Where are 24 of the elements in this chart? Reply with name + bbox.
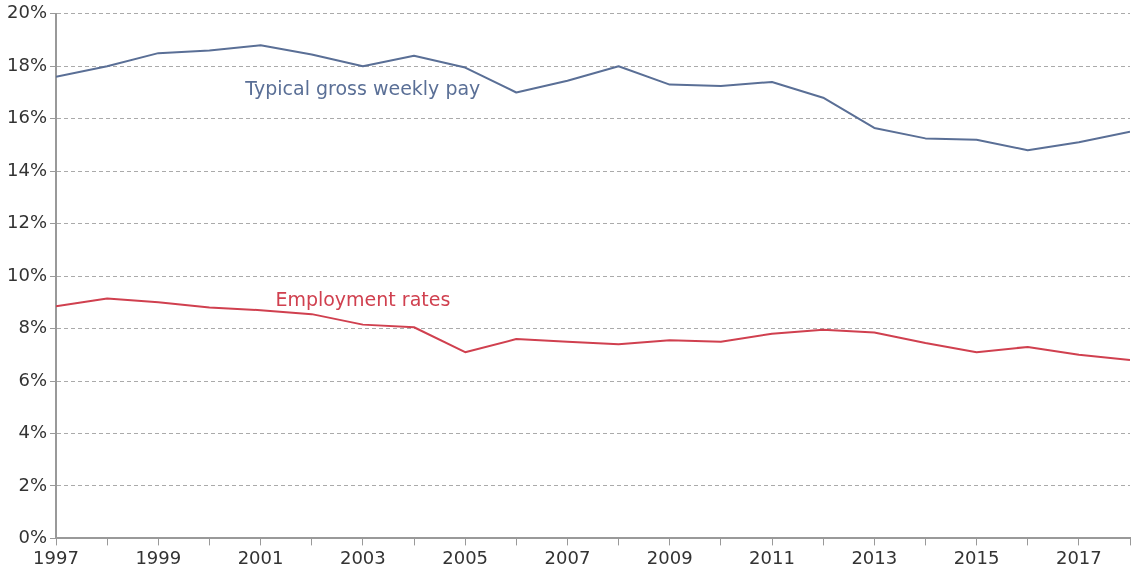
x-tick-label: 2001 [237,546,284,568]
series-label: Typical gross weekly pay [244,76,481,99]
y-tick-label: 12% [6,211,48,233]
y-tick-label: 0% [18,526,48,548]
x-tick-label: 1999 [135,546,182,568]
y-tick-label: 18% [6,53,48,75]
x-tick-label: 2011 [749,546,795,568]
y-tick-label: 8% [18,316,48,338]
y-tick-label: 20% [6,1,48,23]
x-tick-label: 2017 [1055,546,1102,568]
y-tick-label: 2% [18,473,48,495]
y-tick-label: 14% [6,158,48,180]
x-tick-label: 1997 [33,546,79,568]
series-label: Employment rates [275,288,451,311]
x-tick-label: 2005 [442,546,489,568]
x-tick-label: 2003 [339,546,386,568]
y-tick-label: 6% [18,368,48,390]
x-tick-label: 2015 [953,546,1000,568]
y-tick-label: 16% [6,106,48,128]
x-tick-label: 2007 [544,546,591,568]
y-tick-label: 4% [18,421,48,443]
x-tick-label: 2009 [646,546,693,568]
x-tick-label: 2013 [851,546,898,568]
y-tick-label: 10% [6,263,48,285]
